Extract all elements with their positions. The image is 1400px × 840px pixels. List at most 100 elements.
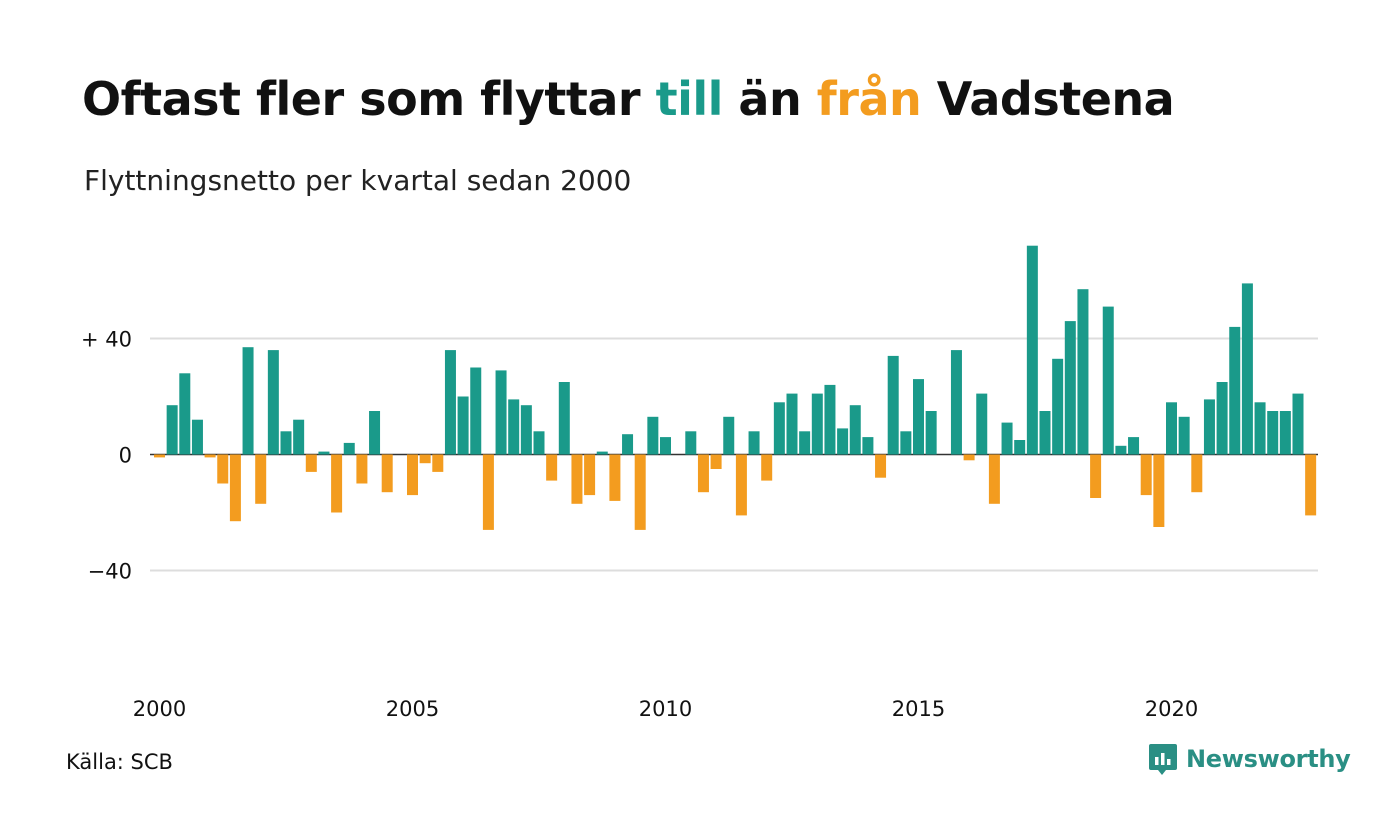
bar-2015Q4 <box>950 350 962 455</box>
bar-2014Q4 <box>900 431 912 455</box>
bar-2006Q3 <box>482 454 494 530</box>
x-tick-label: 2010 <box>639 697 692 721</box>
bars <box>154 245 1317 530</box>
bar-2005Q4 <box>444 350 456 455</box>
bar-2004Q2 <box>369 411 381 455</box>
bar-2001Q3 <box>229 454 241 522</box>
title-part-2: än <box>722 72 817 126</box>
bar-2017Q2 <box>1026 245 1038 455</box>
bar-2022Q1 <box>1267 411 1279 455</box>
bar-2004Q3 <box>381 454 393 493</box>
y-tick-label: 0 <box>119 444 132 468</box>
bar-2016Q2 <box>976 393 988 455</box>
bar-2010Q4 <box>697 454 709 493</box>
bar-2001Q2 <box>217 454 229 484</box>
bar-2017Q3 <box>1039 411 1051 455</box>
bar-2013Q4 <box>849 405 861 455</box>
chart-subtitle: Flyttningsnetto per kvartal sedan 2000 <box>84 164 632 197</box>
bar-2016Q3 <box>988 454 1000 504</box>
bar-2020Q2 <box>1178 416 1190 455</box>
bar-2020Q4 <box>1203 399 1215 455</box>
source-label: Källa: SCB <box>66 750 173 774</box>
brand-name: Newsworthy <box>1186 745 1351 773</box>
bar-2012Q4 <box>799 431 811 455</box>
bar-2013Q1 <box>811 393 823 455</box>
bar-2002Q3 <box>280 431 292 455</box>
bar-2013Q2 <box>824 384 836 455</box>
bar-2000Q3 <box>179 373 191 455</box>
bar-2021Q3 <box>1241 283 1253 455</box>
bar-2021Q2 <box>1229 326 1241 455</box>
bar-2015Q2 <box>925 411 937 455</box>
bar-2011Q1 <box>710 454 722 469</box>
bar-2016Q1 <box>963 454 975 461</box>
bar-2013Q3 <box>837 428 849 455</box>
bar-2003Q1 <box>305 454 317 472</box>
bar-2014Q2 <box>875 454 887 478</box>
bar-2019Q4 <box>1153 454 1165 527</box>
bar-2022Q3 <box>1292 393 1304 455</box>
bar-2000Q1 <box>154 454 165 458</box>
bar-2007Q3 <box>533 431 545 455</box>
bar-2012Q2 <box>773 402 785 455</box>
y-tick-label: −40 <box>88 560 132 584</box>
bar-2007Q1 <box>508 399 520 455</box>
bar-2007Q4 <box>546 454 558 481</box>
x-tick-label: 2020 <box>1145 697 1198 721</box>
bar-2016Q4 <box>1001 422 1013 455</box>
title-highlight-fran: från <box>816 72 922 126</box>
bar-2017Q4 <box>1052 358 1064 455</box>
bar-2000Q2 <box>166 405 178 455</box>
bar-2010Q1 <box>660 437 671 455</box>
x-tick-label: 2000 <box>133 697 186 721</box>
bar-2008Q4 <box>596 451 608 455</box>
bar-2014Q3 <box>887 355 899 455</box>
bar-2001Q1 <box>204 454 216 458</box>
bar-2003Q3 <box>331 454 343 513</box>
title-part-1: Oftast fler som flyttar <box>82 72 656 126</box>
bar-2006Q1 <box>457 396 469 455</box>
bar-2019Q3 <box>1140 454 1152 496</box>
bar-2004Q1 <box>356 454 368 484</box>
bar-2011Q4 <box>748 431 760 455</box>
bar-2018Q1 <box>1064 321 1076 455</box>
bar-2009Q2 <box>622 434 634 455</box>
bar-2000Q4 <box>191 419 203 455</box>
title-part-3: Vadstena <box>921 72 1175 126</box>
bar-2021Q1 <box>1216 382 1228 455</box>
y-axis: + 40 0 −40 <box>81 328 132 584</box>
bar-2009Q1 <box>609 454 621 501</box>
bar-2019Q1 <box>1115 445 1127 455</box>
bar-2008Q1 <box>558 382 570 455</box>
bar-2021Q4 <box>1254 402 1266 455</box>
bar-2009Q3 <box>634 454 646 530</box>
bar-2003Q4 <box>343 442 355 455</box>
x-axis: 2000 2005 2010 2015 2020 <box>133 697 1198 721</box>
bar-2008Q2 <box>571 454 583 504</box>
bar-2015Q1 <box>913 379 924 455</box>
bar-2010Q3 <box>685 431 697 455</box>
x-tick-label: 2015 <box>892 697 945 721</box>
bar-2020Q3 <box>1191 454 1203 493</box>
bar-2005Q2 <box>419 454 431 464</box>
y-tick-label: + 40 <box>81 328 132 352</box>
bar-2005Q1 <box>407 454 418 496</box>
title-highlight-till: till <box>655 72 724 126</box>
bar-2011Q2 <box>723 416 735 455</box>
bar-2005Q3 <box>432 454 444 472</box>
chart-title: Oftast fler som flyttar till än från Vad… <box>82 72 1175 126</box>
bar-2006Q2 <box>470 367 482 455</box>
bar-2020Q1 <box>1166 402 1177 455</box>
bar-2018Q3 <box>1090 454 1102 498</box>
bar-2002Q1 <box>255 454 267 504</box>
bar-2012Q1 <box>761 454 773 481</box>
newsworthy-logo-icon <box>1149 744 1177 775</box>
bar-2018Q2 <box>1077 289 1089 455</box>
bar-2003Q2 <box>318 451 330 455</box>
x-tick-label: 2005 <box>386 697 439 721</box>
bar-2014Q1 <box>862 437 874 455</box>
bar-2001Q4 <box>242 347 254 455</box>
bar-2009Q4 <box>647 416 659 455</box>
bar-2022Q4 <box>1305 454 1317 516</box>
